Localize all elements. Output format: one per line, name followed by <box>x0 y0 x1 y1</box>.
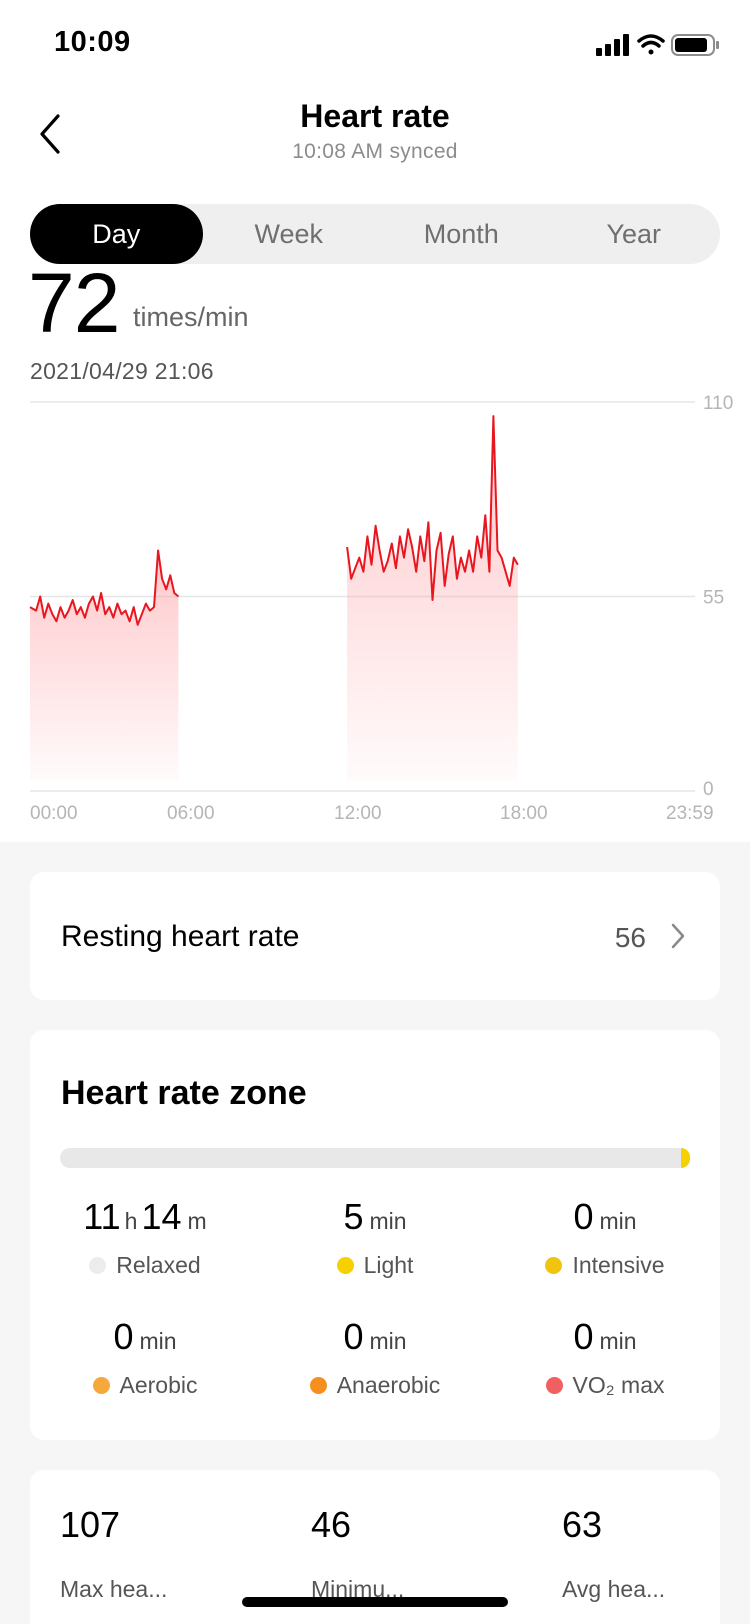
light-unit: min <box>369 1208 407 1234</box>
heart-rate-unit: times/min <box>133 302 249 332</box>
anaerobic-value: 0 <box>343 1316 364 1357</box>
tab-week[interactable]: Week <box>254 218 324 249</box>
heart-rate-zone-card: Heart rate zone 11 h 14 m Relaxed 5 min Ligh… <box>30 1030 720 1440</box>
chevron-right-icon <box>671 923 685 949</box>
heart-rate-chart[interactable]: 110 55 0 00:00 06:00 12:00 18:00 23:59 <box>0 395 750 835</box>
status-icons <box>596 34 719 56</box>
vo2-unit: min <box>599 1328 637 1354</box>
y-tick-label: 55 <box>703 588 724 609</box>
intensive-dot-icon <box>545 1257 563 1274</box>
y-tick-label: 110 <box>703 395 733 414</box>
y-tick-label: 0 <box>703 779 714 800</box>
status-bar: 10:09 <box>0 0 750 90</box>
back-icon[interactable] <box>36 110 76 160</box>
vo2-label: VO₂ max <box>572 1372 665 1398</box>
light-dot-icon <box>336 1257 354 1274</box>
x-tick-label: 00:00 <box>30 803 78 824</box>
x-tick-label: 23:59 <box>666 803 714 824</box>
zone-aerobic-label: Aerobic <box>30 1372 260 1399</box>
vo2-value: 0 <box>573 1316 594 1357</box>
heart-rate-line <box>29 549 180 626</box>
resting-heart-rate-label: Resting heart rate <box>61 920 300 953</box>
light-value: 5 <box>343 1196 364 1237</box>
tab-month[interactable]: Month <box>423 218 499 249</box>
zone-vo2-value: 0 min <box>490 1316 720 1358</box>
zone-bar-light-segment <box>681 1148 690 1168</box>
light-label: Light <box>363 1252 414 1278</box>
relaxed-minutes-unit: m <box>187 1208 207 1234</box>
signal-icon <box>596 34 629 56</box>
wifi-icon <box>637 34 665 55</box>
zone-relaxed-label: Relaxed <box>30 1252 260 1279</box>
aerobic-value: 0 <box>113 1316 134 1357</box>
anaerobic-dot-icon <box>309 1377 327 1394</box>
zone-intensive-label: Intensive <box>490 1252 720 1279</box>
stat-avg-value: 63 <box>562 1504 603 1545</box>
x-tick-label: 18:00 <box>500 803 548 824</box>
stat-min: 46 Minimu... <box>311 1504 404 1603</box>
relaxed-hours-unit: h <box>124 1208 138 1234</box>
zone-anaerobic-label: Anaerobic <box>260 1372 490 1399</box>
zone-vo2-label: VO₂ max <box>490 1372 720 1399</box>
relaxed-label: Relaxed <box>116 1252 201 1278</box>
x-tick-label: 12:00 <box>334 803 382 824</box>
sync-status: 10:08 AM synced <box>292 140 458 163</box>
stat-min-value: 46 <box>311 1504 352 1545</box>
period-tabs: Day Week Month Year <box>30 204 720 264</box>
vo2-dot-icon <box>545 1377 563 1394</box>
relaxed-minutes: 14 <box>141 1196 182 1237</box>
anaerobic-unit: min <box>369 1328 407 1354</box>
current-heart-rate: 72 <box>28 256 120 350</box>
zone-light-value: 5 min <box>260 1196 490 1238</box>
aerobic-dot-icon <box>92 1377 110 1394</box>
tab-year[interactable]: Year <box>606 218 662 249</box>
anaerobic-label: Anaerobic <box>336 1372 441 1398</box>
heart-rate-area <box>30 550 179 781</box>
zone-distribution-bar <box>60 1148 688 1168</box>
zone-aerobic-value: 0 min <box>30 1316 260 1358</box>
stat-max: 107 Max hea... <box>60 1504 167 1603</box>
x-tick-label: 06:00 <box>167 803 215 824</box>
tab-day[interactable]: Day <box>30 204 203 264</box>
relaxed-hours: 11 <box>83 1196 121 1237</box>
stat-max-value: 107 <box>60 1504 121 1545</box>
home-indicator[interactable] <box>242 1597 508 1607</box>
heart-rate-line <box>346 415 519 601</box>
stat-max-label: Max hea... <box>60 1576 168 1602</box>
resting-heart-rate-value: 56 <box>614 922 646 953</box>
status-time: 10:09 <box>54 26 131 58</box>
battery-icon <box>671 34 719 56</box>
reading-datetime: 2021/04/29 21:06 <box>30 358 214 384</box>
page-title: Heart rate <box>300 98 450 134</box>
aerobic-label: Aerobic <box>119 1372 198 1398</box>
aerobic-unit: min <box>139 1328 177 1354</box>
heart-rate-area <box>347 416 518 781</box>
zone-light-label: Light <box>260 1252 490 1279</box>
zone-relaxed-value: 11 h 14 m <box>30 1196 260 1238</box>
stat-avg: 63 Avg hea... <box>562 1504 665 1603</box>
zone-title: Heart rate zone <box>61 1074 307 1112</box>
intensive-unit: min <box>599 1208 637 1234</box>
zone-intensive-value: 0 min <box>490 1196 720 1238</box>
intensive-value: 0 <box>573 1196 594 1237</box>
nav-header: Heart rate 10:08 AM synced <box>0 90 750 190</box>
resting-heart-rate-card[interactable]: Resting heart rate 56 <box>30 872 720 1000</box>
relaxed-dot-icon <box>89 1257 107 1274</box>
zone-anaerobic-value: 0 min <box>260 1316 490 1358</box>
stat-avg-label: Avg hea... <box>562 1576 666 1602</box>
intensive-label: Intensive <box>572 1252 665 1278</box>
